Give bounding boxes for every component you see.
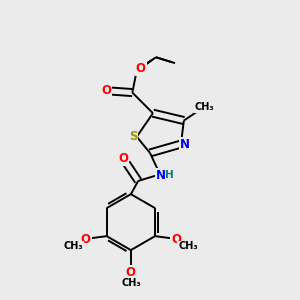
Text: CH₃: CH₃: [195, 102, 214, 112]
Text: N: N: [156, 169, 166, 182]
Text: O: O: [171, 232, 181, 246]
Text: O: O: [101, 84, 111, 97]
Text: CH₃: CH₃: [64, 242, 83, 251]
Text: S: S: [129, 130, 137, 143]
Text: H: H: [165, 170, 174, 180]
Text: O: O: [136, 61, 146, 75]
Text: CH₃: CH₃: [178, 242, 198, 251]
Text: O: O: [81, 232, 91, 246]
Text: CH₃: CH₃: [121, 278, 141, 288]
Text: O: O: [118, 152, 128, 165]
Text: O: O: [126, 266, 136, 279]
Text: N: N: [180, 138, 190, 151]
